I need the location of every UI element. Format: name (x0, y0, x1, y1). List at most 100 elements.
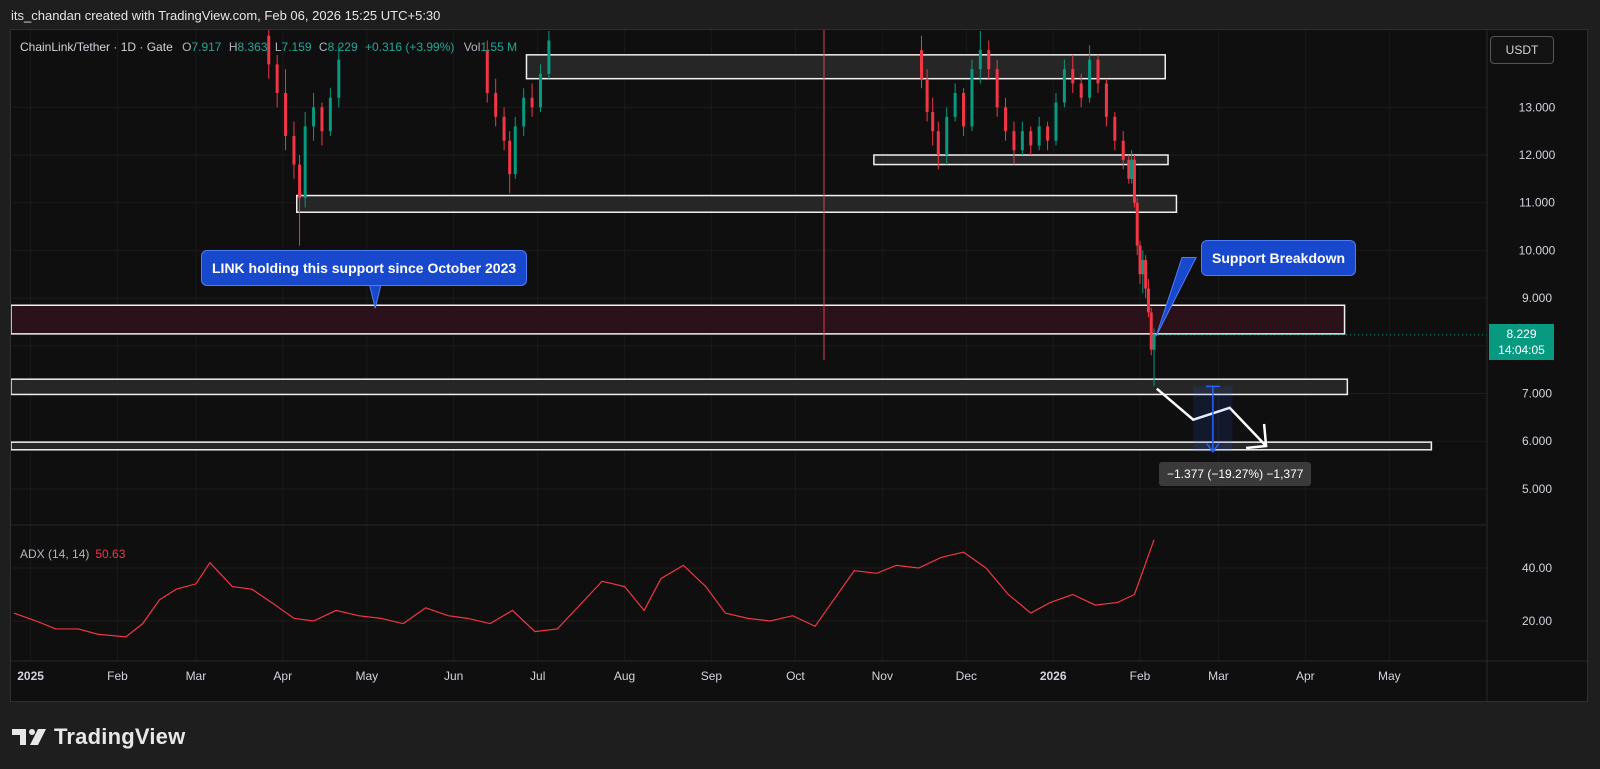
open-label: O (182, 40, 192, 54)
price-tick-label: 5.000 (1522, 482, 1552, 496)
currency-button[interactable]: USDT (1490, 36, 1554, 64)
open-value: 7.917 (191, 40, 222, 54)
time-tick-label: Apr (1296, 669, 1315, 683)
low-value: 7.159 (281, 40, 312, 54)
axis-layer: 5.000 6.000 7.000 9.000 10.000 11.000 12.000 13… (17, 100, 1555, 683)
price-tick-label: 9.000 (1522, 291, 1552, 305)
candle-body (328, 97, 332, 132)
candle-body (494, 92, 498, 117)
zone-support-12 (873, 154, 1169, 166)
tradingview-mark-icon (12, 729, 46, 745)
breakdown-callout[interactable]: Support Breakdown (1201, 240, 1357, 276)
candle-body (995, 69, 999, 108)
candle-body (1135, 202, 1139, 246)
high-label: H (228, 40, 238, 54)
candle-layer (267, 30, 1156, 386)
candle-body (1088, 59, 1092, 98)
candle-body (1020, 131, 1024, 151)
candle-body (1152, 334, 1156, 350)
time-tick-label: Mar (186, 669, 207, 683)
candle-body (1121, 140, 1125, 160)
candle-body (1029, 131, 1033, 146)
candle-body (1071, 69, 1075, 84)
zone-long-term-support (11, 304, 1346, 335)
candle-body (312, 107, 316, 127)
candle-body (1130, 159, 1134, 179)
candle-body (978, 50, 982, 70)
chart-svg[interactable]: 5.000 6.000 7.000 9.000 10.000 11.000 12.000 13… (11, 30, 1587, 701)
time-tick-label: May (355, 669, 378, 683)
candle-body (970, 69, 974, 127)
candle-body (1104, 83, 1108, 117)
time-tick-label: Jul (530, 669, 545, 683)
price-tick-label: 12.000 (1519, 148, 1556, 162)
time-tick-label: May (1378, 669, 1401, 683)
candle-body (275, 64, 279, 93)
candle-body (538, 73, 542, 108)
close-value: 8.229 (327, 40, 358, 54)
candle-body (267, 35, 271, 65)
change-value: +0.316 (+3.99%) (364, 40, 455, 54)
candle-body (1054, 102, 1058, 141)
time-tick-label: Feb (1130, 669, 1151, 683)
price-tick-label: 7.000 (1522, 387, 1552, 401)
adx-line (13, 539, 1155, 638)
zone-layer (11, 54, 1433, 451)
close-label: C (318, 40, 328, 54)
zone-support-11 (296, 194, 1178, 213)
candle-body (1096, 59, 1100, 84)
candle-body (508, 140, 512, 175)
candle-body (987, 50, 991, 70)
chart-frame[interactable]: 5.000 6.000 7.000 9.000 10.000 11.000 12.000 13… (10, 29, 1588, 702)
last-price-value: 8.229 (1506, 327, 1537, 341)
candle-body (522, 97, 526, 127)
candle-body (320, 107, 324, 132)
candle-body (1132, 159, 1136, 203)
low-label: L (274, 40, 282, 54)
adx-tick-label: 40.00 (1522, 561, 1552, 575)
volume-label: Vol (463, 40, 481, 54)
bar-countdown: 14:04:05 (1498, 343, 1545, 357)
support-callout[interactable]: LINK holding this support since October … (201, 250, 528, 286)
candle-body (530, 97, 534, 108)
candle-body (502, 116, 506, 141)
candle-body (1127, 159, 1131, 179)
candle-body (513, 126, 517, 175)
candle-body (936, 131, 940, 155)
time-tick-label: Jun (444, 669, 463, 683)
candle-body (1138, 245, 1142, 275)
volume-value: 1.55 M (480, 40, 518, 54)
candle-body (1113, 116, 1117, 141)
candle-body (292, 135, 296, 165)
measure-arrowhead (1206, 443, 1220, 453)
symbol-name[interactable]: ChainLink/Tether · 1D · Gate (20, 40, 173, 54)
projection-path (1156, 387, 1268, 447)
candle-body (303, 126, 307, 198)
tradingview-logo[interactable]: TradingView (12, 724, 185, 750)
adx-legend[interactable]: ADX (14, 14) 50.63 (20, 547, 125, 561)
candle-body (920, 50, 924, 79)
time-tick-label: 2026 (1040, 669, 1067, 683)
chart-caption: its_chandan created with TradingView.com… (11, 8, 441, 23)
price-tick-label: 10.000 (1519, 243, 1556, 257)
candle-body (298, 164, 302, 198)
candle-body (1062, 69, 1066, 103)
symbol-legend[interactable]: ChainLink/Tether · 1D · Gate O7.917 H8.3… (20, 40, 517, 54)
measure-label: −1.377 (−19.27%) −1,377 (1159, 462, 1312, 486)
time-tick-label: Oct (786, 669, 805, 683)
time-tick-label: Nov (872, 669, 893, 683)
time-tick-label: Dec (956, 669, 977, 683)
candle-body (547, 40, 551, 74)
candle-body (1149, 312, 1153, 350)
drawing-layer (368, 257, 1487, 453)
adx-layer (13, 539, 1155, 638)
time-tick-label: Mar (1208, 669, 1229, 683)
candle-body (962, 92, 966, 127)
price-tick-label: 13.000 (1519, 100, 1556, 114)
zone-target-6 (11, 441, 1433, 451)
adx-value: 50.63 (95, 547, 126, 561)
time-tick-label: Sep (701, 669, 723, 683)
adx-tick-label: 20.00 (1522, 614, 1552, 628)
candle-body (1046, 126, 1050, 141)
tradingview-wordmark: TradingView (54, 724, 186, 749)
